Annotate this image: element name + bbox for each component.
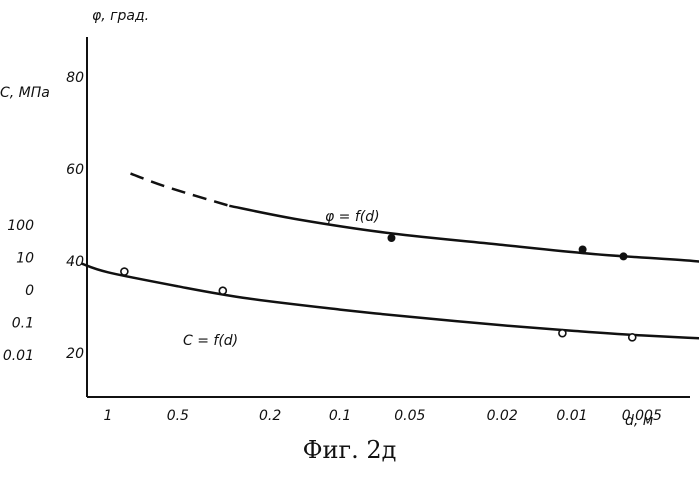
phi-curve	[229, 206, 699, 273]
phi-tick-label: 60	[66, 162, 84, 178]
markers-layer	[121, 234, 699, 341]
x-tick-label: 0.1	[329, 408, 351, 424]
x-tick-label: 0.01	[556, 408, 587, 424]
figure-caption: Фиг. 2д	[0, 436, 699, 464]
phi-curve-dashed	[131, 174, 230, 206]
c-tick-label: 0	[25, 283, 34, 299]
phi-axis-title: φ, град.	[92, 8, 149, 24]
c-data-point	[559, 330, 566, 337]
c-tick-label: 100	[7, 218, 34, 234]
x-tick-label: 0.05	[394, 408, 425, 424]
curves-layer	[82, 174, 699, 346]
phi-tick-label: 40	[66, 254, 84, 270]
c-data-point	[121, 268, 128, 275]
c-tick-label: 10	[16, 251, 34, 267]
x-tick-label: 0.02	[487, 408, 518, 424]
x-tick-label: 0.2	[259, 408, 281, 424]
tick-labels-layer: 10.50.20.10.050.020.010.0050.0020.001204…	[3, 70, 699, 424]
c-curve	[82, 264, 699, 346]
x-tick-label: 1	[104, 408, 113, 424]
phi-series-label: φ = f(d)	[325, 209, 380, 225]
c-data-point	[629, 334, 636, 341]
c-tick-label: 0.01	[3, 348, 34, 364]
axes-layer	[87, 37, 690, 397]
x-axis-title: d, м	[625, 413, 654, 429]
phi-tick-label: 80	[66, 70, 84, 86]
phi-tick-label: 20	[66, 346, 84, 362]
c-tick-label: 0.1	[12, 316, 34, 332]
c-axis-title: C, МПа	[0, 85, 50, 101]
phi-data-point	[619, 252, 627, 260]
phi-data-point	[387, 234, 395, 242]
c-data-point	[219, 287, 226, 294]
phi-data-point	[579, 246, 587, 254]
x-tick-label: 0.5	[167, 408, 189, 424]
c-series-label: C = f(d)	[183, 333, 238, 349]
